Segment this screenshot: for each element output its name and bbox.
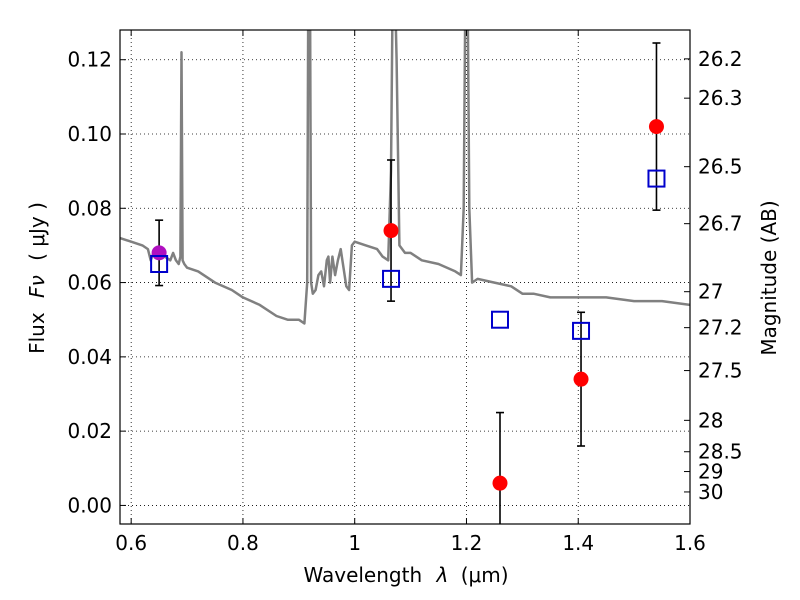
x-tick-label: 0.6 bbox=[115, 531, 147, 555]
y2-tick-label: 30 bbox=[698, 480, 723, 504]
model-spectrum bbox=[120, 30, 690, 325]
y2-tick-label: 26.3 bbox=[698, 86, 743, 110]
x-tick-label: 1.2 bbox=[451, 531, 483, 555]
y-tick-label: 0.02 bbox=[67, 419, 112, 443]
y2-tick-label: 26.2 bbox=[698, 47, 743, 71]
observed-point bbox=[573, 371, 589, 387]
model-points bbox=[150, 169, 666, 340]
y-axis-label: Flux Fν ( μJy ) bbox=[25, 202, 49, 354]
y2-tick-label: 28.5 bbox=[698, 440, 743, 464]
x-tick-label: 1.6 bbox=[674, 531, 706, 555]
model-point bbox=[382, 269, 401, 288]
observed-point bbox=[151, 245, 167, 261]
x-axis-label-symbol: λ bbox=[436, 563, 449, 587]
y-axis-label-text: Flux bbox=[25, 312, 49, 354]
y-tick-label: 0.04 bbox=[67, 345, 112, 369]
observed-points bbox=[151, 119, 664, 491]
y2-tick-label: 29 bbox=[698, 460, 723, 484]
model-spectrum-line bbox=[120, 30, 690, 325]
model-point bbox=[572, 321, 591, 340]
y-axis-label-unit: ( μJy ) bbox=[25, 202, 49, 261]
x-tick-label: 0.8 bbox=[227, 531, 259, 555]
y2-tick-label: 28 bbox=[698, 408, 723, 432]
y2-tick-label: 27.2 bbox=[698, 316, 743, 340]
model-point bbox=[150, 255, 169, 273]
x-tick-label: 1 bbox=[348, 531, 361, 555]
observed-point bbox=[648, 119, 664, 135]
grid bbox=[120, 30, 691, 524]
observed-point bbox=[383, 223, 399, 239]
y2-axis-label: Magnitude (AB) bbox=[757, 200, 781, 355]
model-point bbox=[647, 169, 666, 188]
x-axis-ticks: 0.6 0.8 1 1.2 1.4 1.6 bbox=[115, 30, 706, 555]
x-axis-label-text: Wavelength bbox=[303, 563, 422, 587]
y2-tick-label: 27.5 bbox=[698, 359, 743, 383]
y-axis-ticks: 0.00 0.02 0.04 0.06 0.08 0.10 0.12 bbox=[67, 48, 126, 517]
y-tick-label: 0.12 bbox=[67, 48, 112, 72]
y-axis-label-symbol: Fν bbox=[25, 275, 49, 298]
x-tick-label: 1.4 bbox=[562, 531, 594, 555]
model-point bbox=[491, 310, 509, 329]
y-tick-label: 0.08 bbox=[67, 196, 112, 220]
y-tick-label: 0.10 bbox=[67, 122, 112, 146]
plot-frame bbox=[119, 29, 691, 525]
y2-tick-label: 27 bbox=[698, 280, 723, 304]
x-axis-label-unit: (μm) bbox=[461, 563, 509, 587]
observed-point bbox=[492, 475, 508, 491]
y2-tick-label: 26.5 bbox=[698, 155, 743, 179]
y2-tick-label: 26.7 bbox=[698, 212, 743, 236]
y-tick-label: 0.00 bbox=[67, 493, 112, 517]
y-tick-label: 0.06 bbox=[67, 271, 112, 295]
x-axis-label: Wavelength λ (μm) bbox=[303, 563, 508, 587]
